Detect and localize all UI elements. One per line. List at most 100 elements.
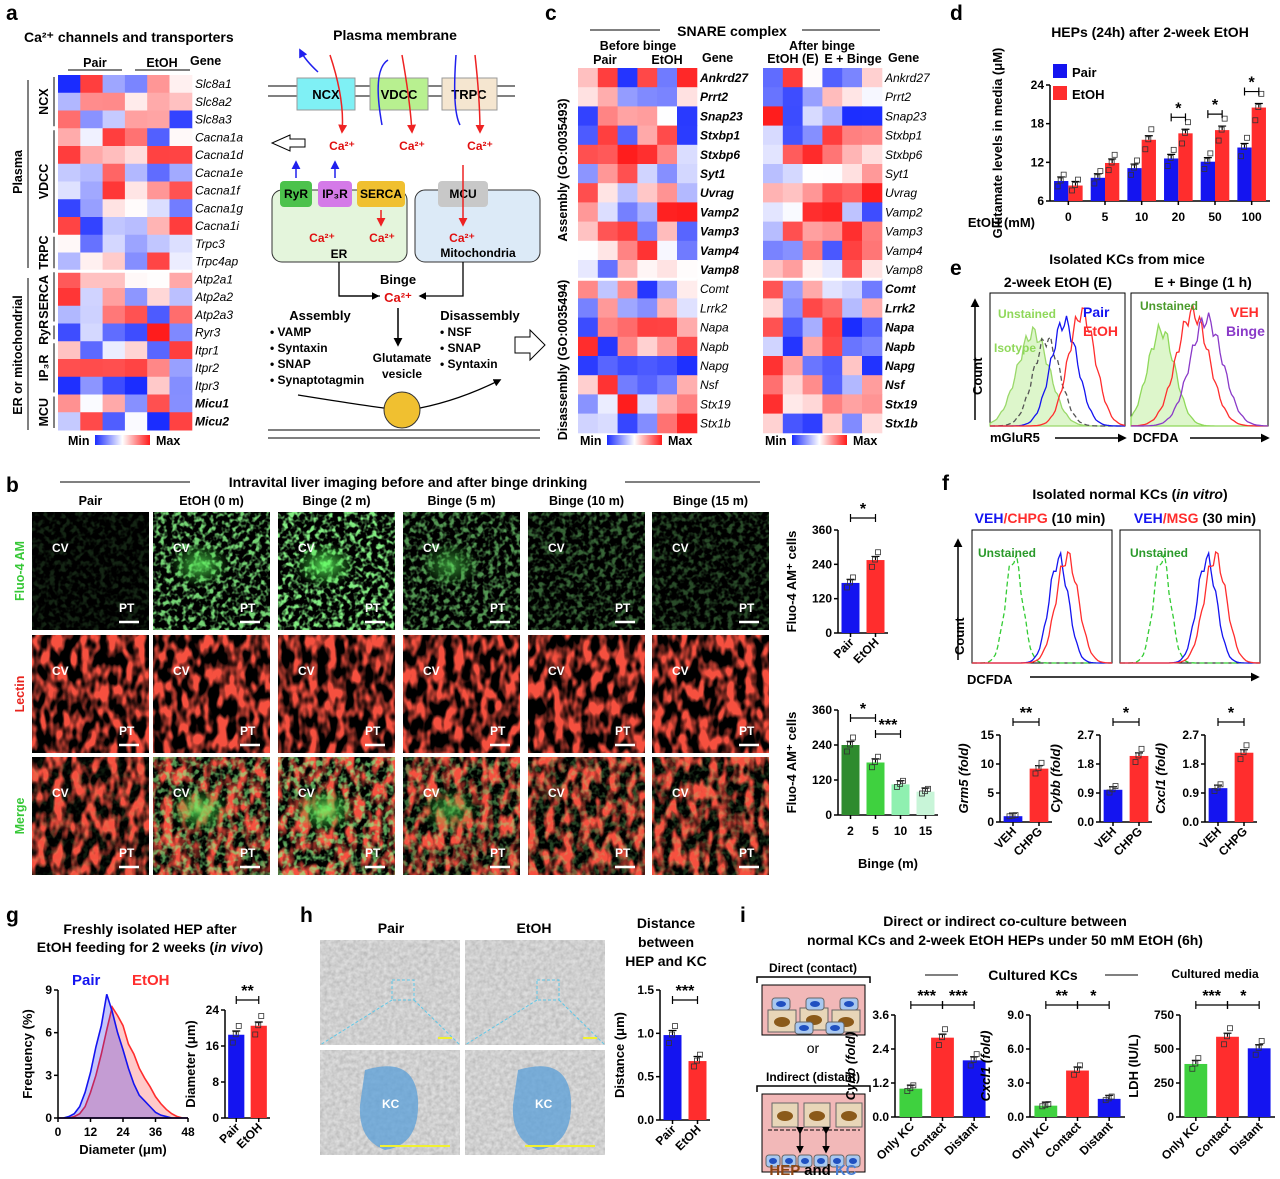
heatmap-cell — [782, 87, 804, 107]
fluo4-cluster — [294, 543, 355, 588]
region-label-pt: PT — [490, 601, 506, 615]
heatmap-cell — [58, 412, 81, 431]
gene-label: Cacna1e — [195, 166, 243, 180]
heatmap-cell — [677, 298, 698, 319]
heatmap-cell — [763, 336, 784, 357]
fluo4-cluster — [419, 543, 480, 588]
heatmap-cell — [677, 164, 698, 184]
region-label-cv: CV — [548, 786, 565, 800]
gene-label: Itpr2 — [195, 361, 219, 375]
heatmap-cell — [578, 279, 599, 299]
gene-label: Slc8a2 — [195, 95, 232, 109]
heatmap-cell — [617, 106, 638, 127]
data-point — [1211, 788, 1218, 794]
heatmap-cell — [677, 68, 698, 88]
heatmap-cell — [637, 336, 658, 357]
heatmap-cell — [578, 183, 599, 203]
heatmap-cell — [80, 181, 104, 200]
heatmap-cell — [578, 164, 599, 184]
subtitle-chpg: VEH/CHPG (10 min) — [975, 510, 1106, 526]
group-label: IP₃R — [37, 355, 51, 382]
y-axis-label: Glutamate levels in media (μM) — [990, 48, 1005, 239]
data-point — [970, 1056, 977, 1063]
x-axis-label: mGluR5 — [990, 430, 1040, 445]
panel-title: EtOH feeding for 2 weeks (in vivo) — [37, 939, 263, 955]
ca-label: Ca²⁺ — [329, 139, 355, 153]
bar — [1097, 1098, 1121, 1117]
heatmap-cell — [802, 125, 823, 146]
area-series-etoh — [58, 1005, 188, 1119]
histogram-curve — [972, 550, 1113, 664]
y-tick-label: 0.0 — [637, 1113, 654, 1127]
y-tick-label: 0 — [825, 808, 832, 822]
electron-micrograph: KC — [320, 1050, 460, 1155]
heatmap-cell — [147, 270, 170, 289]
gene-label: Lrrk2 — [700, 301, 728, 315]
assembly-title: Assembly — [289, 308, 351, 323]
y-tick-label: 3.6 — [872, 1008, 889, 1022]
gene-label: Atp2a3 — [194, 308, 233, 322]
heatmap-cell — [169, 376, 193, 395]
heatmap-cell — [802, 164, 823, 184]
nucleus — [809, 1111, 825, 1121]
bar — [1066, 1070, 1089, 1117]
data-point — [1214, 784, 1221, 791]
significance-label: ** — [241, 983, 254, 1000]
heatmap-cell — [677, 202, 698, 223]
heatmap-cell — [677, 279, 698, 299]
region-label-cv: CV — [672, 786, 689, 800]
significance-label: * — [1228, 705, 1235, 722]
heatmap-cell — [58, 288, 81, 307]
heatmap-cell — [822, 413, 843, 434]
gene-label: Stx19 — [885, 397, 917, 411]
microscopy-image: CV PT — [153, 757, 270, 875]
nucleus — [777, 1111, 793, 1121]
heatmap-cell — [802, 394, 823, 415]
heatmap-cell — [802, 87, 823, 107]
panel-h: h Pair EtOH KC KC Distance between HEP an… — [300, 904, 710, 1155]
region-label-pt: PT — [240, 724, 256, 738]
heatmap-cell — [862, 240, 883, 261]
panel-letter: g — [6, 904, 19, 927]
data-point — [1243, 742, 1250, 749]
veh-label: VEH — [1230, 304, 1259, 320]
panel-letter: h — [300, 904, 313, 927]
title-part: VEH — [975, 510, 1004, 526]
heatmap-cell — [597, 394, 619, 415]
heatmap-cell — [822, 240, 843, 261]
y-tick-label: 1.2 — [872, 1076, 889, 1090]
heatmap-cell — [802, 202, 823, 223]
data-point — [1134, 157, 1140, 164]
nucleus — [841, 1111, 857, 1121]
heatmap-cell — [169, 341, 193, 360]
bar — [1127, 168, 1142, 201]
gene-label: Stx1b — [700, 417, 731, 431]
y-tick-label: 360 — [812, 523, 832, 537]
y-tick-label: 1.5 — [637, 983, 654, 997]
heatmap-cell — [80, 252, 104, 271]
gene-header: Gene — [190, 54, 221, 68]
arrow — [453, 54, 461, 126]
region-label-pt: PT — [490, 846, 506, 860]
heatmap-cell — [657, 144, 678, 165]
heatmap-cell — [147, 341, 170, 360]
heatmap-cell — [80, 146, 104, 165]
bar — [962, 1060, 986, 1117]
x-axis-label: Diameter (μm) — [79, 1142, 166, 1157]
heatmap-cell — [147, 359, 170, 378]
panel-letter: f — [942, 472, 950, 495]
column-label: Binge (5 m) — [427, 494, 495, 508]
y-axis-label: Fluo-4 AM⁺ cells — [784, 531, 799, 633]
x-tick-label: 12 — [84, 1125, 98, 1139]
y-tick-label: 15 — [981, 728, 995, 742]
panel-letter: b — [6, 474, 19, 497]
heatmap-cell — [842, 202, 863, 223]
heatmap-cell — [169, 181, 193, 200]
y-tick-label: 0 — [1167, 1110, 1174, 1124]
heatmap-cell — [763, 125, 784, 146]
nucleus — [774, 1017, 790, 1027]
data-point — [1039, 1103, 1046, 1110]
column-label-pair: Pair — [83, 56, 107, 70]
heatmap-cell — [578, 375, 599, 395]
heatmap-cell — [862, 87, 883, 107]
